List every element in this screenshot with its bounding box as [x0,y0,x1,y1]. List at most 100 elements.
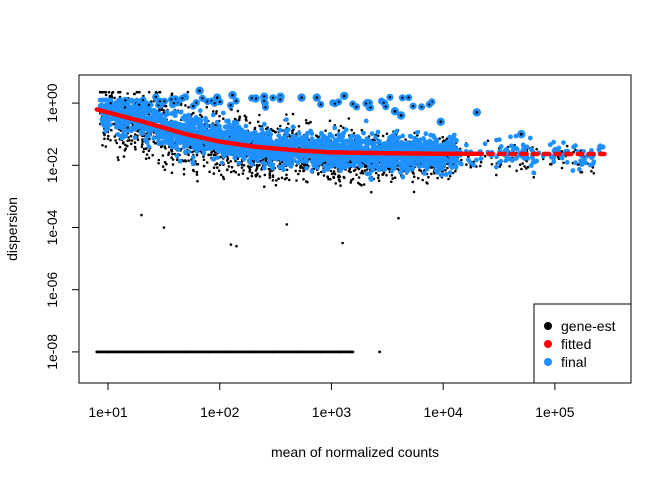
final-point [332,137,338,143]
final-point [184,123,190,129]
final-point [388,162,394,168]
gene-est-point [170,92,174,95]
final-point [346,162,352,168]
final-point [270,162,276,168]
final-point [119,119,125,125]
gene-est-point [154,90,158,94]
final-point [338,137,344,143]
gene-est-point [465,163,468,166]
final-point [169,111,175,116]
gene-est-point [283,177,287,181]
final-point [372,163,378,169]
final-point [447,170,453,176]
gene-est-point [330,172,334,176]
gene-est-point [218,114,221,118]
gene-est-point [495,173,498,177]
final-point [182,117,188,122]
final-point [301,159,306,164]
gene-est-point [241,172,245,175]
gene-est-point [446,166,449,170]
final-point [163,119,169,125]
gene-est-point [295,179,298,182]
final-point [379,165,384,171]
final-point [189,137,194,142]
final-point [186,149,192,155]
final-point [284,117,289,122]
gene-est-point [141,143,144,146]
gene-est-point [347,117,351,120]
final-point [551,139,556,145]
gene-est-point [302,178,305,181]
gene-est-point [267,167,271,171]
gene-est-point [135,90,139,94]
gene-est-point [339,124,343,128]
final-point [176,147,181,153]
final-point [331,157,337,163]
final-point [211,156,217,162]
gene-est-point [523,165,526,168]
gene-est-point [274,183,278,187]
gene-est-point [430,172,433,176]
final-point [231,119,237,125]
final-point [290,124,296,130]
final-point [524,144,530,150]
gene-est-point [246,177,250,180]
gene-est-point [274,131,277,134]
final-point [177,158,183,164]
gene-est-point [376,176,380,180]
final-point [561,140,566,146]
final-point [197,142,203,147]
final-point [220,150,226,155]
gene-est-point [314,134,318,137]
gene-est-point [114,139,117,142]
gene-est-point [187,159,190,162]
gene-est-point [142,147,146,151]
gene-est-point [291,112,295,116]
gene-est-point [115,141,118,145]
gene-est-point [167,151,171,154]
final-point [589,155,594,161]
gene-est-point [302,163,306,167]
gene-est-point [342,175,346,179]
gene-est-point [103,137,106,141]
gene-est-point [192,111,195,115]
gene-est-point [357,176,361,179]
final-point [146,144,152,150]
final-point [186,112,191,118]
gene-est-point [153,142,157,145]
gene-est-point [277,177,280,180]
final-point [265,130,271,136]
gene-est-point [532,175,535,179]
final-point [185,140,191,146]
gene-est-point [430,166,434,169]
final-point [102,113,107,119]
final-point [422,171,427,176]
gene-est-point [144,157,148,160]
final-point [509,143,514,149]
gene-est-point [302,166,305,170]
gene-est-point [263,173,267,177]
gene-est-point [246,165,250,168]
final-point [351,163,357,169]
gene-est-point [187,106,190,109]
gene-est-point [191,150,194,154]
gene-est-point [157,158,161,162]
gene-est-point [560,150,564,153]
final-point [577,166,582,172]
gene-est-point [171,152,174,156]
final-point [173,120,179,126]
gene-est-point [227,165,231,168]
gene-est-point [297,125,301,128]
final-point [375,129,381,135]
gene-est-point [285,168,289,172]
final-point [261,121,267,127]
gene-est-point [205,161,209,164]
gene-est-point [240,163,244,166]
final-point [389,168,395,174]
gene-est-point [134,148,137,151]
final-point [99,102,105,108]
gene-est-point [202,158,206,162]
final-point [277,135,283,141]
final-point [547,142,553,148]
gene-est-point [285,173,288,177]
